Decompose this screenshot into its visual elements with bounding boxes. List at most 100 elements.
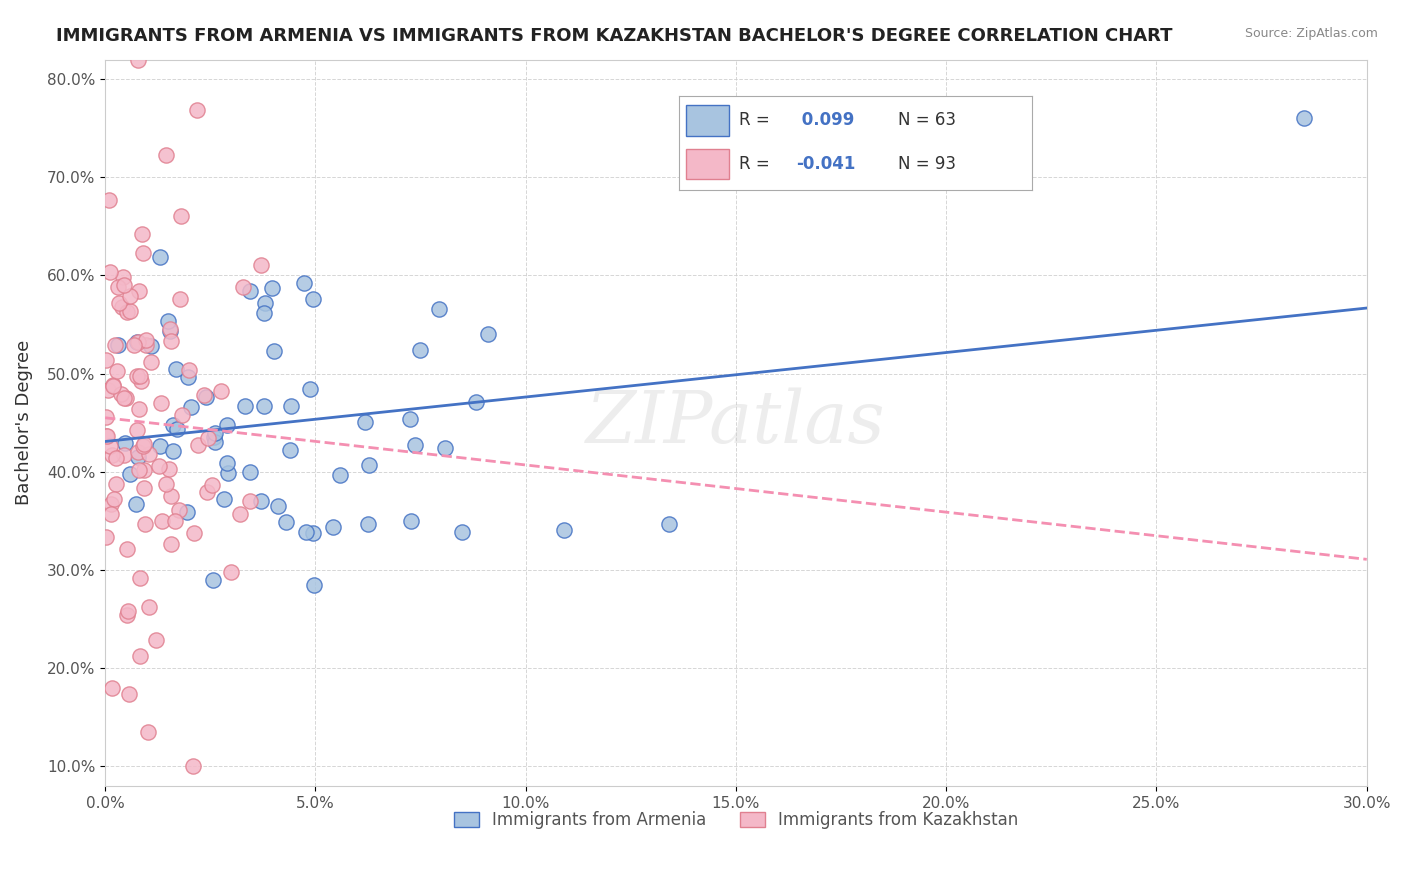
Text: Source: ZipAtlas.com: Source: ZipAtlas.com <box>1244 27 1378 40</box>
Immigrants from Armenia <box>434 441 457 455</box>
Immigrants from Kazakhstan <box>127 53 149 67</box>
Immigrants from Kazakhstan <box>170 210 193 224</box>
Immigrants from Armenia <box>165 361 187 376</box>
Immigrants from Armenia <box>166 422 188 436</box>
Immigrants from Kazakhstan <box>94 352 117 367</box>
Immigrants from Armenia <box>658 516 681 531</box>
Immigrants from Kazakhstan <box>127 369 149 384</box>
Immigrants from Armenia <box>329 468 352 483</box>
Immigrants from Armenia <box>107 338 129 352</box>
Immigrants from Kazakhstan <box>135 333 157 347</box>
Immigrants from Armenia <box>302 578 325 592</box>
Immigrants from Kazakhstan <box>103 492 125 507</box>
Immigrants from Armenia <box>263 343 285 358</box>
Immigrants from Kazakhstan <box>209 384 232 398</box>
Immigrants from Kazakhstan <box>118 289 141 303</box>
Immigrants from Kazakhstan <box>197 431 219 445</box>
Immigrants from Armenia <box>322 519 344 533</box>
Immigrants from Kazakhstan <box>110 386 132 401</box>
Immigrants from Armenia <box>139 339 162 353</box>
Immigrants from Kazakhstan <box>157 462 180 476</box>
Immigrants from Kazakhstan <box>122 338 145 352</box>
Immigrants from Kazakhstan <box>221 565 243 579</box>
Immigrants from Kazakhstan <box>138 600 160 615</box>
Immigrants from Armenia <box>149 250 172 264</box>
Immigrants from Armenia <box>302 526 325 541</box>
Immigrants from Kazakhstan <box>132 245 155 260</box>
Immigrants from Armenia <box>114 436 136 450</box>
Immigrants from Armenia <box>253 399 276 413</box>
Immigrants from Armenia <box>127 450 149 464</box>
Immigrants from Armenia <box>1292 112 1315 126</box>
Immigrants from Armenia <box>149 439 172 453</box>
Immigrants from Kazakhstan <box>111 300 134 314</box>
Immigrants from Kazakhstan <box>181 759 204 773</box>
Immigrants from Kazakhstan <box>128 463 150 477</box>
Immigrants from Kazakhstan <box>98 438 121 452</box>
Immigrants from Armenia <box>553 523 575 537</box>
Immigrants from Armenia <box>398 411 420 425</box>
Immigrants from Kazakhstan <box>117 604 139 618</box>
Immigrants from Kazakhstan <box>228 507 250 521</box>
Immigrants from Kazakhstan <box>117 305 139 319</box>
Immigrants from Armenia <box>409 343 432 357</box>
Immigrants from Kazakhstan <box>103 379 125 393</box>
Immigrants from Kazakhstan <box>195 485 218 500</box>
Immigrants from Kazakhstan <box>139 354 162 368</box>
Immigrants from Armenia <box>239 465 262 479</box>
Immigrants from Kazakhstan <box>101 449 124 463</box>
Immigrants from Kazakhstan <box>94 409 117 424</box>
Immigrants from Kazakhstan <box>104 338 127 352</box>
Immigrants from Kazakhstan <box>112 392 135 406</box>
Immigrants from Kazakhstan <box>193 388 215 402</box>
Immigrants from Kazakhstan <box>129 368 152 383</box>
Immigrants from Kazakhstan <box>127 334 149 349</box>
Immigrants from Kazakhstan <box>94 531 117 545</box>
Immigrants from Armenia <box>214 491 236 506</box>
Immigrants from Kazakhstan <box>186 103 208 118</box>
Immigrants from Kazakhstan <box>148 459 170 474</box>
Immigrants from Kazakhstan <box>159 322 181 336</box>
Immigrants from Kazakhstan <box>96 429 118 443</box>
Immigrants from Armenia <box>276 515 298 529</box>
Immigrants from Kazakhstan <box>107 279 129 293</box>
Immigrants from Kazakhstan <box>105 364 128 378</box>
Immigrants from Armenia <box>357 458 380 473</box>
Immigrants from Kazakhstan <box>128 284 150 298</box>
Immigrants from Armenia <box>399 514 422 528</box>
Immigrants from Kazakhstan <box>97 383 120 397</box>
Immigrants from Armenia <box>176 505 198 519</box>
Immigrants from Kazakhstan <box>136 725 159 739</box>
Immigrants from Kazakhstan <box>112 448 135 462</box>
Immigrants from Armenia <box>357 516 380 531</box>
Immigrants from Kazakhstan <box>125 423 148 437</box>
Immigrants from Kazakhstan <box>134 481 156 495</box>
Immigrants from Armenia <box>404 438 426 452</box>
Immigrants from Armenia <box>292 276 315 290</box>
Immigrants from Armenia <box>253 296 276 310</box>
Immigrants from Kazakhstan <box>132 439 155 453</box>
Immigrants from Kazakhstan <box>115 607 138 622</box>
Immigrants from Armenia <box>353 416 375 430</box>
Immigrants from Kazakhstan <box>149 395 172 409</box>
Immigrants from Armenia <box>233 399 256 413</box>
Immigrants from Kazakhstan <box>100 497 122 511</box>
Immigrants from Kazakhstan <box>187 438 209 452</box>
Text: IMMIGRANTS FROM ARMENIA VS IMMIGRANTS FROM KAZAKHSTAN BACHELOR'S DEGREE CORRELAT: IMMIGRANTS FROM ARMENIA VS IMMIGRANTS FR… <box>56 27 1173 45</box>
Immigrants from Kazakhstan <box>128 571 150 585</box>
Immigrants from Armenia <box>280 399 302 413</box>
Immigrants from Armenia <box>427 301 450 316</box>
Immigrants from Armenia <box>125 497 148 511</box>
Immigrants from Armenia <box>204 425 226 440</box>
Immigrants from Kazakhstan <box>200 478 222 492</box>
Immigrants from Kazakhstan <box>169 292 191 306</box>
Immigrants from Armenia <box>278 442 301 457</box>
Immigrants from Kazakhstan <box>167 503 190 517</box>
Immigrants from Armenia <box>464 395 486 409</box>
Immigrants from Kazakhstan <box>132 463 155 477</box>
Text: ZIPatlas: ZIPatlas <box>586 387 886 458</box>
Immigrants from Kazakhstan <box>145 632 167 647</box>
Immigrants from Kazakhstan <box>183 526 205 541</box>
Immigrants from Kazakhstan <box>118 687 141 701</box>
Immigrants from Armenia <box>217 417 239 432</box>
